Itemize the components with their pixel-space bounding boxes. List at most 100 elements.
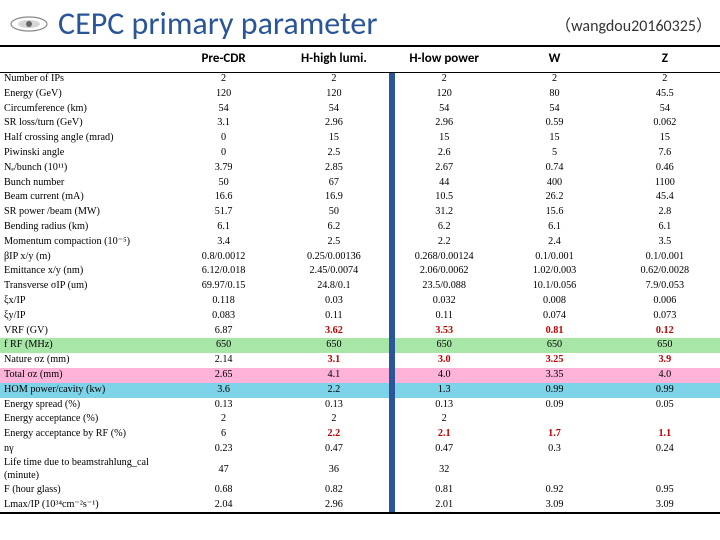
param-value: 650: [168, 338, 278, 353]
param-value: 16.6: [168, 190, 278, 205]
param-value: 0.1/0.001: [610, 250, 720, 265]
param-value: 1.1: [610, 427, 720, 442]
param-value: 0.11: [279, 309, 389, 324]
param-value: 0: [168, 146, 278, 161]
param-value: 16.9: [279, 190, 389, 205]
param-value: 2.67: [389, 161, 499, 176]
column-header: Z: [610, 46, 720, 72]
table-row: Emittance x/y (nm)6.12/0.0182.45/0.00742…: [0, 264, 720, 279]
param-label: VRF (GV): [0, 324, 168, 339]
table-row: nγ0.230.470.470.30.24: [0, 442, 720, 457]
param-value: 1.02/0.003: [499, 264, 609, 279]
param-value: 2.5: [279, 235, 389, 250]
param-value: 2: [499, 72, 609, 87]
param-value: 2: [389, 72, 499, 87]
param-label: Piwinski angle: [0, 146, 168, 161]
param-value: 3.6: [168, 383, 278, 398]
param-value: 3.35: [499, 368, 609, 383]
param-value: 0.03: [279, 294, 389, 309]
param-value: 0.074: [499, 309, 609, 324]
param-value: 2.4: [499, 235, 609, 250]
param-value: 2.01: [389, 498, 499, 513]
param-value: 2.2: [279, 383, 389, 398]
param-value: 3.09: [499, 498, 609, 513]
param-value: 15: [279, 131, 389, 146]
param-value: 2.04: [168, 498, 278, 513]
column-header: H-low power: [389, 46, 499, 72]
param-value: 3.1: [168, 116, 278, 131]
param-value: 3.25: [499, 353, 609, 368]
table-row: Piwinski angle02.52.657.6: [0, 146, 720, 161]
table-row: Beam current (mA)16.616.910.526.245.4: [0, 190, 720, 205]
param-value: 3.62: [279, 324, 389, 339]
param-value: 2: [279, 72, 389, 87]
param-value: 0.47: [389, 442, 499, 457]
param-value: 650: [389, 338, 499, 353]
param-label: f RF (MHz): [0, 338, 168, 353]
param-value: 3.79: [168, 161, 278, 176]
param-value: 32: [389, 457, 499, 484]
param-value: 4.0: [610, 368, 720, 383]
param-value: 3.5: [610, 235, 720, 250]
param-label: SR loss/turn (GeV): [0, 116, 168, 131]
param-value: 0.006: [610, 294, 720, 309]
param-value: 1100: [610, 176, 720, 191]
page-header: CEPC primary parameter （wangdou20160325）: [0, 0, 720, 45]
param-value: 0.13: [168, 398, 278, 413]
param-value: 0.008: [499, 294, 609, 309]
param-value: 0.13: [389, 398, 499, 413]
param-value: 0.3: [499, 442, 609, 457]
param-value: 0.99: [499, 383, 609, 398]
param-value: 10.1/0.056: [499, 279, 609, 294]
param-value: 6.1: [499, 220, 609, 235]
param-value: 44: [389, 176, 499, 191]
table-row: f RF (MHz)650650650650650: [0, 338, 720, 353]
param-value: 0.59: [499, 116, 609, 131]
param-value: 50: [279, 205, 389, 220]
param-label: HOM power/cavity (kw): [0, 383, 168, 398]
param-label: Nature σz (mm): [0, 353, 168, 368]
param-value: [610, 457, 720, 484]
param-label: Nₑ/bunch (10¹¹): [0, 161, 168, 176]
param-value: 0.083: [168, 309, 278, 324]
param-value: 0.62/0.0028: [610, 264, 720, 279]
param-value: 2.45/0.0074: [279, 264, 389, 279]
param-label: Energy acceptance by RF (%): [0, 427, 168, 442]
param-value: 1.7: [499, 427, 609, 442]
param-value: 2: [168, 72, 278, 87]
param-value: 3.0: [389, 353, 499, 368]
param-label: Transverse σIP (um): [0, 279, 168, 294]
param-value: 0.062: [610, 116, 720, 131]
param-value: 0.25/0.00136: [279, 250, 389, 265]
param-value: 0.99: [610, 383, 720, 398]
table-row: Transverse σIP (um)69.97/0.1524.8/0.123.…: [0, 279, 720, 294]
param-value: 23.5/0.088: [389, 279, 499, 294]
param-value: 2.1: [389, 427, 499, 442]
param-value: 15: [610, 131, 720, 146]
table-row: βIP x/y (m)0.8/0.00120.25/0.001360.268/0…: [0, 250, 720, 265]
param-value: [499, 457, 609, 484]
column-header: W: [499, 46, 609, 72]
param-value: 2.6: [389, 146, 499, 161]
param-value: 31.2: [389, 205, 499, 220]
table-row: Half crossing angle (mrad)015151515: [0, 131, 720, 146]
param-value: 24.8/0.1: [279, 279, 389, 294]
table-row: Lmax/IP (10³⁴cm⁻²s⁻¹)2.042.962.013.093.0…: [0, 498, 720, 513]
table-row: SR loss/turn (GeV)3.12.962.960.590.062: [0, 116, 720, 131]
param-value: 2.06/0.0062: [389, 264, 499, 279]
table-row: HOM power/cavity (kw)3.62.21.30.990.99: [0, 383, 720, 398]
param-value: 6.1: [168, 220, 278, 235]
param-value: 0.68: [168, 483, 278, 498]
param-label: βIP x/y (m): [0, 250, 168, 265]
column-header: Pre-CDR: [168, 46, 278, 72]
param-value: 3.09: [610, 498, 720, 513]
table-row: Number of IPs22222: [0, 72, 720, 87]
param-value: 2.96: [389, 116, 499, 131]
param-label: Energy spread (%): [0, 398, 168, 413]
param-label: F (hour glass): [0, 483, 168, 498]
param-label: Circumference (km): [0, 102, 168, 117]
param-value: 0.05: [610, 398, 720, 413]
param-label: Beam current (mA): [0, 190, 168, 205]
param-value: 67: [279, 176, 389, 191]
param-value: 0.268/0.00124: [389, 250, 499, 265]
